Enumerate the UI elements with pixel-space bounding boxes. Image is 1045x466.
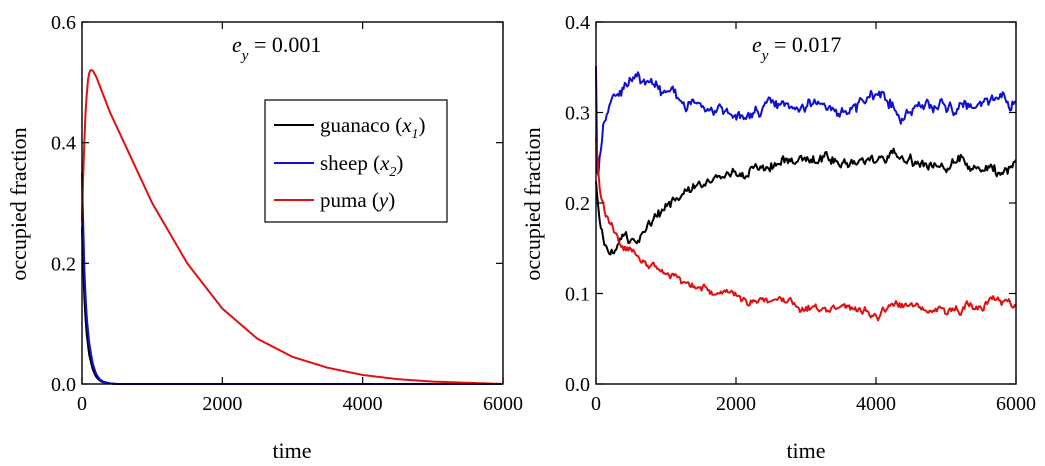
right-param-value: = 0.017	[768, 32, 841, 57]
right-x-tick-label: 4000	[856, 393, 896, 415]
left-parameter-annotation: ey = 0.001	[232, 32, 321, 64]
left-x-axis-label: time	[272, 438, 311, 463]
left-param-subscript: y	[240, 48, 249, 64]
right-x-tick-label: 6000	[996, 393, 1036, 415]
right-ticks	[595, 21, 1017, 385]
right-x-tick-label: 2000	[716, 393, 756, 415]
right-param-symbol: e	[752, 32, 762, 57]
left-x-tick-label: 6000	[483, 393, 523, 415]
left-tick-labels: 0 2000 4000 6000 0.0 0.2 0.4 0.6	[51, 12, 523, 415]
left-y-tick-label: 0.0	[51, 374, 76, 396]
right-series-sheep	[595, 66, 1017, 177]
right-series-guanaco	[595, 147, 1017, 256]
legend: guanaco (x1) sheep (x2) puma (y)	[264, 99, 448, 223]
right-x-tick-label: 0	[591, 393, 601, 415]
right-y-axis-label: occupied fraction	[520, 127, 545, 280]
left-series-guanaco	[81, 227, 502, 385]
left-x-tick-label: 2000	[202, 393, 242, 415]
left-param-symbol: e	[232, 32, 242, 57]
left-y-tick-label: 0.4	[51, 133, 76, 155]
right-series-puma	[595, 138, 1017, 322]
left-series-puma	[81, 69, 503, 385]
left-plot-frame	[81, 21, 504, 385]
left-x-tick-label: 0	[77, 393, 87, 415]
legend-label-puma: puma (y)	[320, 188, 395, 212]
legend-entry-puma: puma (y)	[274, 188, 395, 212]
left-x-tick-label: 4000	[343, 393, 383, 415]
right-parameter-annotation: ey = 0.017	[752, 32, 841, 64]
left-ticks	[81, 21, 504, 385]
right-y-tick-label: 0.0	[565, 374, 590, 396]
right-y-tick-label: 0.2	[565, 193, 590, 215]
right-x-axis-label: time	[786, 438, 825, 463]
right-tick-labels: 0 2000 4000 6000 0.0 0.1 0.2 0.3 0.4	[565, 12, 1036, 415]
left-chart-panel: 0 2000 4000 6000 0.0 0.2 0.4 0.6 ey = 0.001 gua…	[6, 12, 523, 463]
right-series-layer	[595, 66, 1017, 322]
right-y-tick-label: 0.3	[565, 103, 590, 125]
right-plot-frame	[595, 21, 1017, 385]
left-y-axis-label: occupied fraction	[6, 127, 31, 280]
left-y-tick-label: 0.2	[51, 253, 76, 275]
right-param-subscript: y	[760, 48, 769, 64]
left-param-value: = 0.001	[248, 32, 321, 57]
right-y-tick-label: 0.4	[565, 12, 590, 34]
right-y-tick-label: 0.1	[565, 284, 590, 306]
left-y-tick-label: 0.6	[51, 12, 76, 34]
legend-box	[264, 99, 448, 223]
